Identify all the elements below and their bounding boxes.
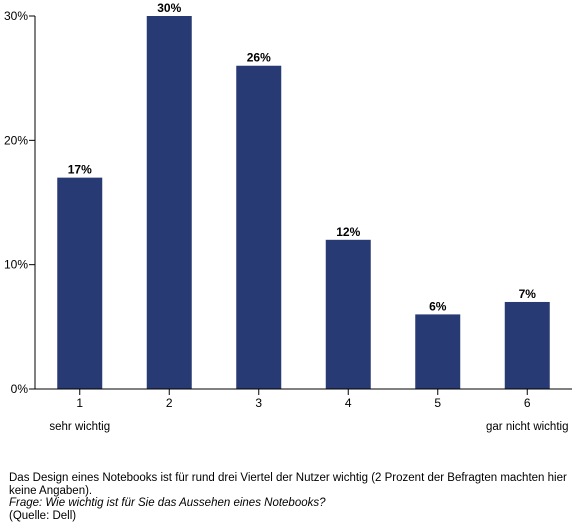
data-label-2: 30% (157, 1, 181, 15)
bars-group (57, 16, 550, 389)
data-labels-group: 17% 30% 26% 12% 6% 7% (68, 1, 537, 313)
x-ticks-group: 1 sehr wichtig 2 3 4 5 6 gar nicht wichtig (49, 389, 568, 433)
data-label-6: 7% (519, 287, 537, 301)
x-tick-label-2: 2 (166, 396, 173, 410)
data-label-1: 17% (68, 163, 92, 177)
bar-2 (146, 16, 192, 389)
x-tick-label-1: 1 (76, 396, 83, 410)
y-tick-label-0: 0% (11, 382, 29, 396)
data-label-3: 26% (247, 51, 271, 65)
x-tick-label-5: 5 (434, 396, 441, 410)
x-sublabel-6: gar nicht wichtig (486, 421, 568, 433)
y-tick-label-30: 30% (4, 9, 28, 23)
caption-question: Frage: Wie wichtig ist für Sie das Ausse… (9, 497, 326, 509)
bar-1 (57, 177, 103, 389)
x-sublabel-1: sehr wichtig (49, 421, 110, 433)
bar-5 (415, 314, 461, 389)
y-tick-label-10: 10% (4, 258, 28, 272)
caption-text: Das Design eines Notebooks ist für rund … (9, 472, 567, 497)
bar-6 (504, 301, 550, 389)
chart-caption: Das Design eines Notebooks ist für rund … (9, 472, 579, 522)
x-tick-label-3: 3 (255, 396, 262, 410)
data-label-4: 12% (336, 225, 360, 239)
y-tick-label-20: 20% (4, 133, 28, 147)
data-label-5: 6% (429, 299, 447, 313)
y-ticks-group: 0% 10% 20% 30% (4, 9, 35, 396)
bar-4 (325, 239, 371, 389)
bar-chart: 17% 30% 26% 12% 6% 7% 0% 10% 20% 30% 1 sehr wicht… (4, 1, 572, 433)
caption-source: (Quelle: Dell) (9, 509, 77, 522)
x-tick-label-6: 6 (524, 396, 531, 410)
bar-3 (236, 65, 282, 389)
x-tick-label-4: 4 (345, 396, 352, 410)
